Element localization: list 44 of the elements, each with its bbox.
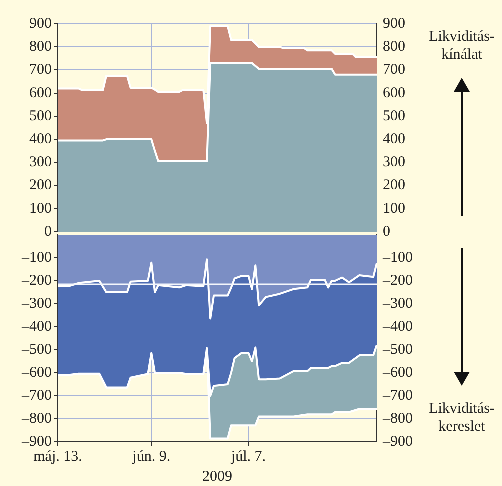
y-tick-label: 300 xyxy=(30,154,52,171)
y-tick-label: –800 xyxy=(21,410,52,427)
y-tick-label: 100 xyxy=(30,200,52,217)
y2-tick-label: 300 xyxy=(383,154,406,171)
x-tick-label: júl. 7. xyxy=(230,448,266,465)
y-tick-label: 200 xyxy=(30,178,52,194)
y2-tick-label: 400 xyxy=(383,131,406,148)
y2-tick-label: –100 xyxy=(382,250,413,266)
y-tick-label: 600 xyxy=(30,85,52,102)
y-tick-label: –200 xyxy=(21,272,52,289)
y2-tick-label: 600 xyxy=(383,85,406,102)
y-tick-label: 500 xyxy=(30,108,52,124)
y-tick-label: –500 xyxy=(21,342,52,358)
y2-tick-label: 700 xyxy=(383,62,406,78)
y-tick-label: 800 xyxy=(30,39,52,56)
y-tick-label: 900 xyxy=(30,16,52,32)
y2-tick-label: –800 xyxy=(382,410,413,427)
y-tick-label: –400 xyxy=(21,318,52,335)
y2-tick-label: 100 xyxy=(383,200,406,217)
y2-tick-label: –200 xyxy=(382,272,413,289)
y-tick-label: –300 xyxy=(21,296,52,312)
y-tick-label: 0 xyxy=(44,224,52,240)
y2-tick-label: –600 xyxy=(382,364,413,381)
y2-tick-label: –900 xyxy=(382,434,413,450)
y2-tick-label: –700 xyxy=(382,388,413,404)
y-tick-label: –700 xyxy=(21,388,52,404)
y2-tick-label: –500 xyxy=(382,342,413,358)
y2-tick-label: 500 xyxy=(383,108,406,124)
y-tick-label: –600 xyxy=(21,364,52,381)
x-tick-label: máj. 13. xyxy=(34,448,82,465)
y-tick-label: –900 xyxy=(21,434,52,450)
y-tick-label: 400 xyxy=(30,131,52,148)
y2-tick-label: –300 xyxy=(382,296,413,312)
y2-tick-label: 200 xyxy=(383,178,406,194)
y2-tick-label: –400 xyxy=(382,318,413,335)
y2-tick-label: 0 xyxy=(383,224,390,240)
y2-tick-label: 800 xyxy=(383,39,406,56)
y-tick-label: 700 xyxy=(30,62,52,78)
text: Likviditás-kereslet xyxy=(428,400,496,436)
text: Likviditás-kínálat xyxy=(428,28,496,64)
x-tick-label: jún. 9. xyxy=(132,448,171,465)
y2-tick-label: 900 xyxy=(383,16,406,32)
y-tick-label: –100 xyxy=(21,250,52,266)
x-axis-title: 2009 xyxy=(202,468,232,485)
